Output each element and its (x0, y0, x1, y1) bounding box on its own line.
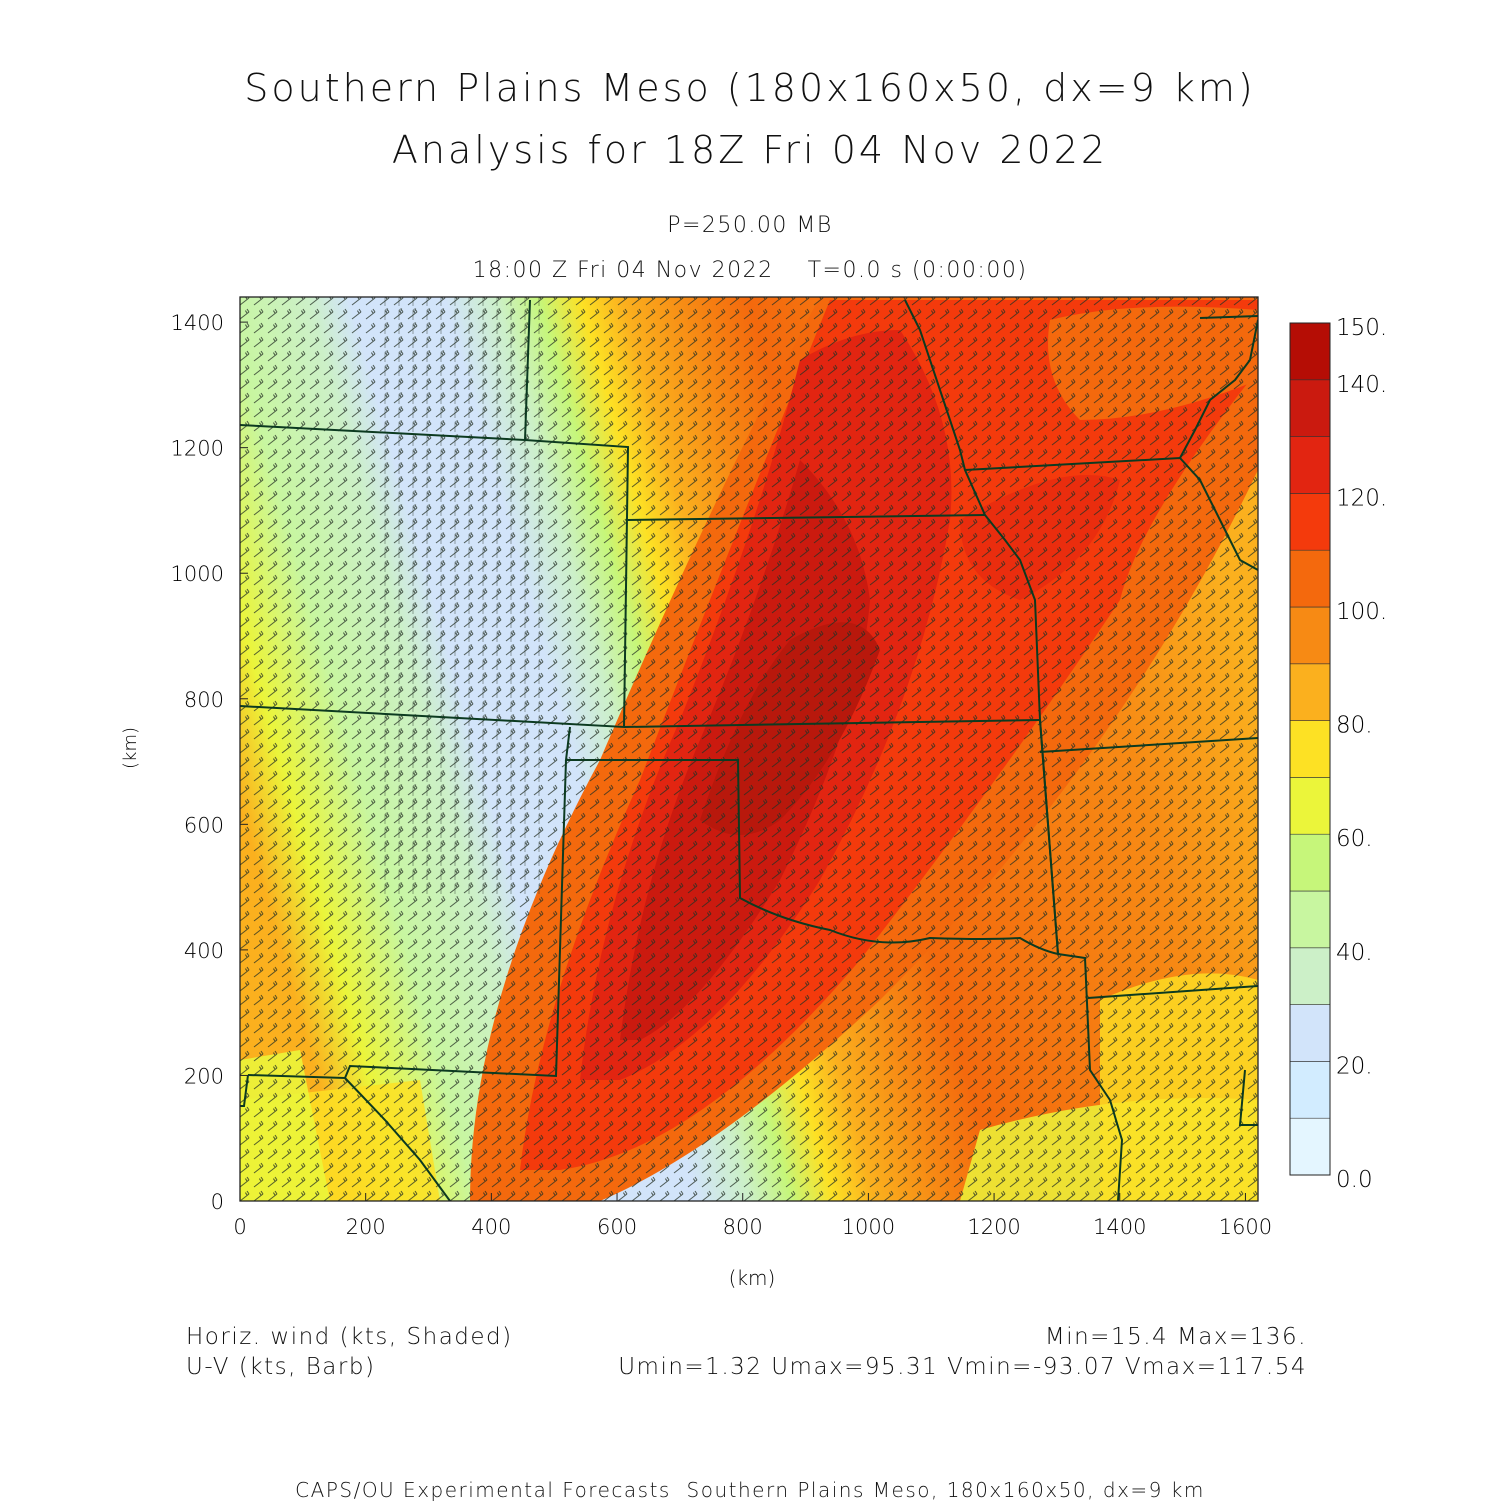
colorbar-label: 40. (1336, 940, 1373, 966)
colorbar-bin (1289, 549, 1331, 608)
colorbar-bin (1289, 663, 1331, 721)
barb-field-legend: U-V (kts, Barb) (186, 1354, 376, 1380)
y-tick-label: 1200 (171, 437, 224, 461)
colorbar (1289, 322, 1331, 1176)
title-line-2: Analysis for 18Z Fri 04 Nov 2022 (391, 128, 1109, 172)
border-missouri-kansas (984, 514, 1041, 721)
y-tick-label: 0 (211, 1190, 224, 1214)
colorbar-label: 60. (1336, 826, 1373, 852)
colorbar-bin (1289, 1061, 1331, 1119)
colorbar-bin (1289, 322, 1331, 381)
x-tick-label: 600 (597, 1215, 637, 1239)
colorbar-bin (1289, 890, 1331, 949)
min-max-readout: Min=15.4 Max=136. (1044, 1324, 1307, 1350)
colorbar-bin (1289, 720, 1331, 778)
x-tick-label: 1000 (842, 1215, 895, 1239)
x-tick-label: 1600 (1219, 1215, 1272, 1239)
uv-stats-readout: Umin=1.32 Umax=95.31 Vmin=-93.07 Vmax=11… (618, 1354, 1307, 1380)
y-axis: 0 200 400 600 800 1000 1200 1400 (171, 311, 248, 1214)
y-tick-label: 200 (184, 1064, 224, 1088)
border-colorado (240, 424, 630, 729)
colorbar-bin (1289, 777, 1331, 835)
x-axis: 0 200 400 600 800 1000 1200 1400 1600 (233, 1193, 1272, 1239)
valid-time-label: 18:00 Z Fri 04 Nov 2022 T=0.0 s (0:00:00… (472, 258, 1028, 283)
border-arkansas-texas (1057, 953, 1124, 1201)
title-line-1: Southern Plains Meso (180x160x50, dx=9 k… (244, 66, 1256, 110)
colorbar-label: 80. (1336, 713, 1373, 739)
x-tick-label: 800 (723, 1215, 763, 1239)
x-tick-label: 400 (471, 1215, 511, 1239)
colorbar-bin (1289, 493, 1331, 551)
colorbar-bin (1289, 379, 1331, 437)
colorbar-label: 20. (1336, 1053, 1373, 1079)
colorbar-label: 140. (1336, 372, 1387, 398)
shaded-field-legend: Horiz. wind (kts, Shaded) (186, 1324, 513, 1350)
y-tick-label: 1000 (171, 562, 224, 586)
x-tick-label: 0 (233, 1215, 246, 1239)
credit-line: CAPS/OU Experimental Forecasts Southern … (295, 1478, 1205, 1502)
plot-frame (239, 296, 1259, 1202)
x-tick-label: 200 (346, 1215, 386, 1239)
y-axis-label: (km) (120, 727, 141, 769)
colorbar-bin (1289, 606, 1331, 665)
colorbar-frame (1289, 322, 1331, 1176)
colorbar-label: 150. (1336, 315, 1387, 341)
colorbar-label: 100. (1336, 599, 1387, 625)
x-axis-label: (km) (729, 1266, 776, 1290)
colorbar-bin (1289, 833, 1331, 892)
y-tick-label: 600 (184, 813, 224, 837)
x-tick-label: 1200 (967, 1215, 1020, 1239)
y-tick-label: 1400 (171, 311, 224, 335)
shaded-wind-field (240, 297, 1258, 1201)
y-tick-label: 400 (184, 939, 224, 963)
state-borders (240, 299, 1258, 1201)
colorbar-label: 120. (1336, 485, 1387, 511)
x-tick-label: 1400 (1093, 1215, 1146, 1239)
border-oklahoma (564, 719, 1060, 956)
colorbar-label: 0.0 (1336, 1167, 1373, 1193)
colorbar-bin (1289, 947, 1331, 1005)
colorbar-bin (1289, 1004, 1331, 1062)
colorbar-bin (1289, 1117, 1331, 1176)
y-tick-label: 800 (184, 688, 224, 712)
colorbar-bin (1289, 436, 1331, 494)
colorbar-labels: 150. 140. 120. 100. 80. 60. 40. 20. 0.0 (1336, 315, 1387, 1193)
pressure-level-label: P=250.00 MB (667, 213, 833, 238)
